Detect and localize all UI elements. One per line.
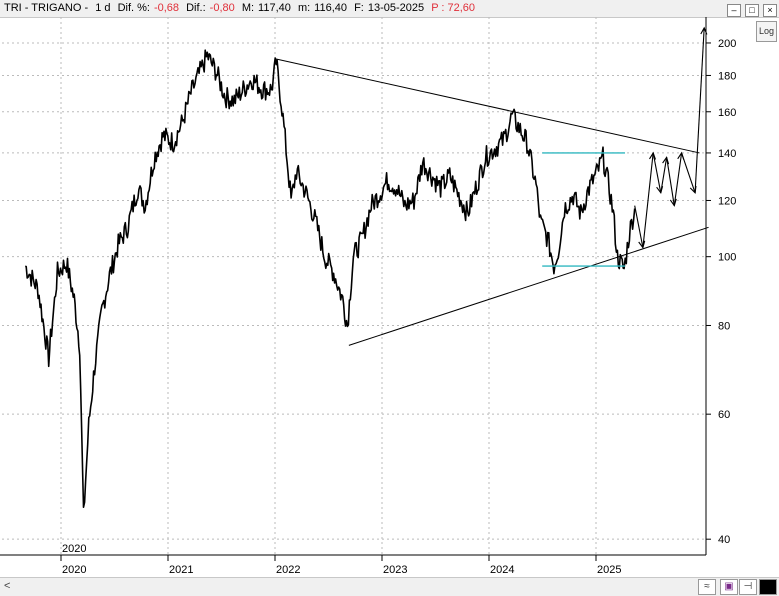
- pin-icon[interactable]: ⊣: [739, 579, 757, 595]
- date-label: F:: [354, 2, 364, 14]
- y-tick-label: 120: [718, 195, 736, 207]
- projection-segment: [660, 157, 668, 193]
- diff-pct-label: Dif. %:: [117, 2, 150, 14]
- y-tick-label: 200: [718, 38, 736, 50]
- x-tick-label: 2024: [490, 564, 514, 576]
- y-tick-label: 180: [718, 70, 736, 82]
- p-value: P : 72,60: [431, 2, 476, 14]
- trendline-resistance: [274, 58, 700, 154]
- diff-label: Dif.:: [186, 2, 206, 14]
- y-tick-label: 40: [718, 534, 730, 546]
- x-tick-label: 2025: [597, 564, 621, 576]
- projection-segment: [694, 27, 705, 193]
- x-extra-label: 2020: [62, 543, 86, 555]
- projection-segment: [673, 152, 683, 206]
- projection-arrowhead: [638, 240, 646, 249]
- minimize-icon[interactable]: –: [727, 4, 741, 17]
- projection-segment: [634, 205, 644, 248]
- y-tick-label: 80: [718, 320, 730, 332]
- y-tick-label: 140: [718, 148, 736, 160]
- price-chart[interactable]: 40 60 80 100 120 140 160 180 200 2020 2021 2022 2023…: [0, 17, 779, 577]
- quote-header: TRI - TRIGANO - 1 d Dif. %: -0,68 Dif.: -0…: [0, 0, 779, 18]
- color-box-icon[interactable]: [759, 579, 777, 595]
- x-tick-label: 2023: [383, 564, 407, 576]
- diff-value: -0,80: [209, 2, 235, 14]
- projection-segment: [681, 152, 696, 194]
- x-tick-label: 2021: [169, 564, 193, 576]
- close-icon[interactable]: ×: [763, 4, 777, 17]
- y-tick-label: 60: [718, 409, 730, 421]
- trendline-support: [348, 226, 709, 346]
- projection-segment: [652, 152, 662, 193]
- y-tick-label: 100: [718, 252, 736, 264]
- projection-segment: [666, 157, 675, 206]
- log-scale-button[interactable]: Log: [756, 21, 777, 42]
- min-value: 116,40: [314, 2, 347, 14]
- max-label: M:: [241, 2, 255, 14]
- x-tick-label: 2022: [276, 564, 300, 576]
- ticker-label: TRI - TRIGANO -: [4, 2, 89, 14]
- projection-arrowhead: [700, 26, 708, 35]
- period-label: 1 d: [95, 2, 111, 14]
- restore-icon[interactable]: □: [745, 4, 759, 17]
- window-controls: – □ ×: [723, 2, 777, 19]
- y-tick-label: 160: [718, 107, 736, 119]
- projection-arrowhead: [649, 151, 657, 160]
- save-icon[interactable]: ▣: [720, 579, 738, 595]
- price-series-line: [25, 49, 636, 509]
- max-value: 117,40: [258, 2, 291, 14]
- min-label: m:: [297, 2, 311, 14]
- x-tick-label: 2020: [62, 564, 86, 576]
- scroll-left-icon[interactable]: <: [4, 580, 11, 592]
- diff-pct-value: -0,68: [153, 2, 180, 14]
- wave-tool-icon[interactable]: ≈: [698, 579, 716, 595]
- projection-segment: [642, 152, 654, 248]
- scroll-toolbar: < ≈ ▣ ⊣: [0, 577, 779, 596]
- date-value: 13-05-2025: [367, 2, 425, 14]
